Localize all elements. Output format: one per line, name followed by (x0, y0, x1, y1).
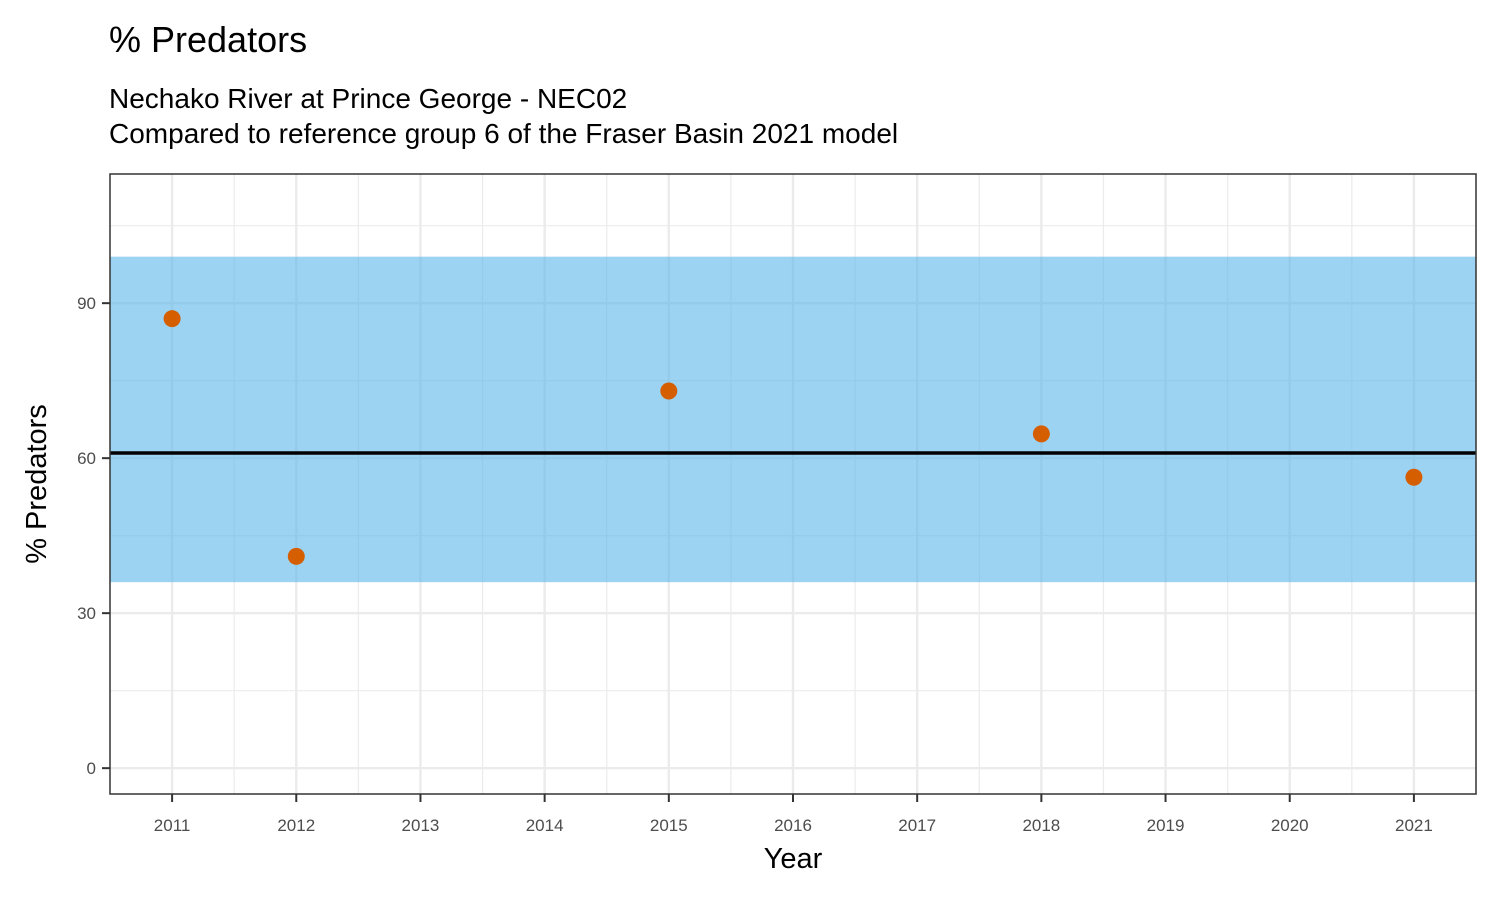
x-tick-label: 2015 (650, 816, 688, 835)
reference-band-layer (110, 256, 1476, 583)
data-point (660, 382, 678, 400)
axes: 2011 2012 2013 2014 2015 2016 2017 2018 2019 2020… (77, 294, 1433, 835)
x-tick-label: 2014 (526, 816, 564, 835)
data-point (1032, 425, 1050, 443)
x-tick-label: 2013 (402, 816, 440, 835)
x-axis-title: Year (764, 843, 823, 875)
x-tick-label: 2016 (774, 816, 812, 835)
data-point (163, 310, 181, 328)
x-tick-label: 2018 (1022, 816, 1060, 835)
x-tick-label: 2019 (1147, 816, 1185, 835)
y-tick-label: 30 (77, 604, 96, 623)
y-tick-label: 90 (77, 294, 96, 313)
y-tick-label: 0 (87, 759, 96, 778)
chart-subtitle-line-2: Compared to reference group 6 of the Fra… (109, 118, 898, 149)
chart-subtitle-line-1: Nechako River at Prince George - NEC02 (109, 83, 627, 114)
x-tick-label: 2021 (1395, 816, 1433, 835)
x-tick-label: 2012 (277, 816, 315, 835)
data-points (163, 310, 1423, 565)
data-point (1405, 468, 1423, 486)
y-tick-label: 60 (77, 449, 96, 468)
x-tick-label: 2011 (154, 816, 191, 835)
x-tick-label: 2020 (1271, 816, 1309, 835)
y-axis-title: % Predators (21, 404, 53, 564)
chart-title: % Predators (109, 19, 307, 60)
reference-band (110, 256, 1476, 583)
x-tick-label: 2017 (898, 816, 936, 835)
data-point (287, 547, 305, 565)
